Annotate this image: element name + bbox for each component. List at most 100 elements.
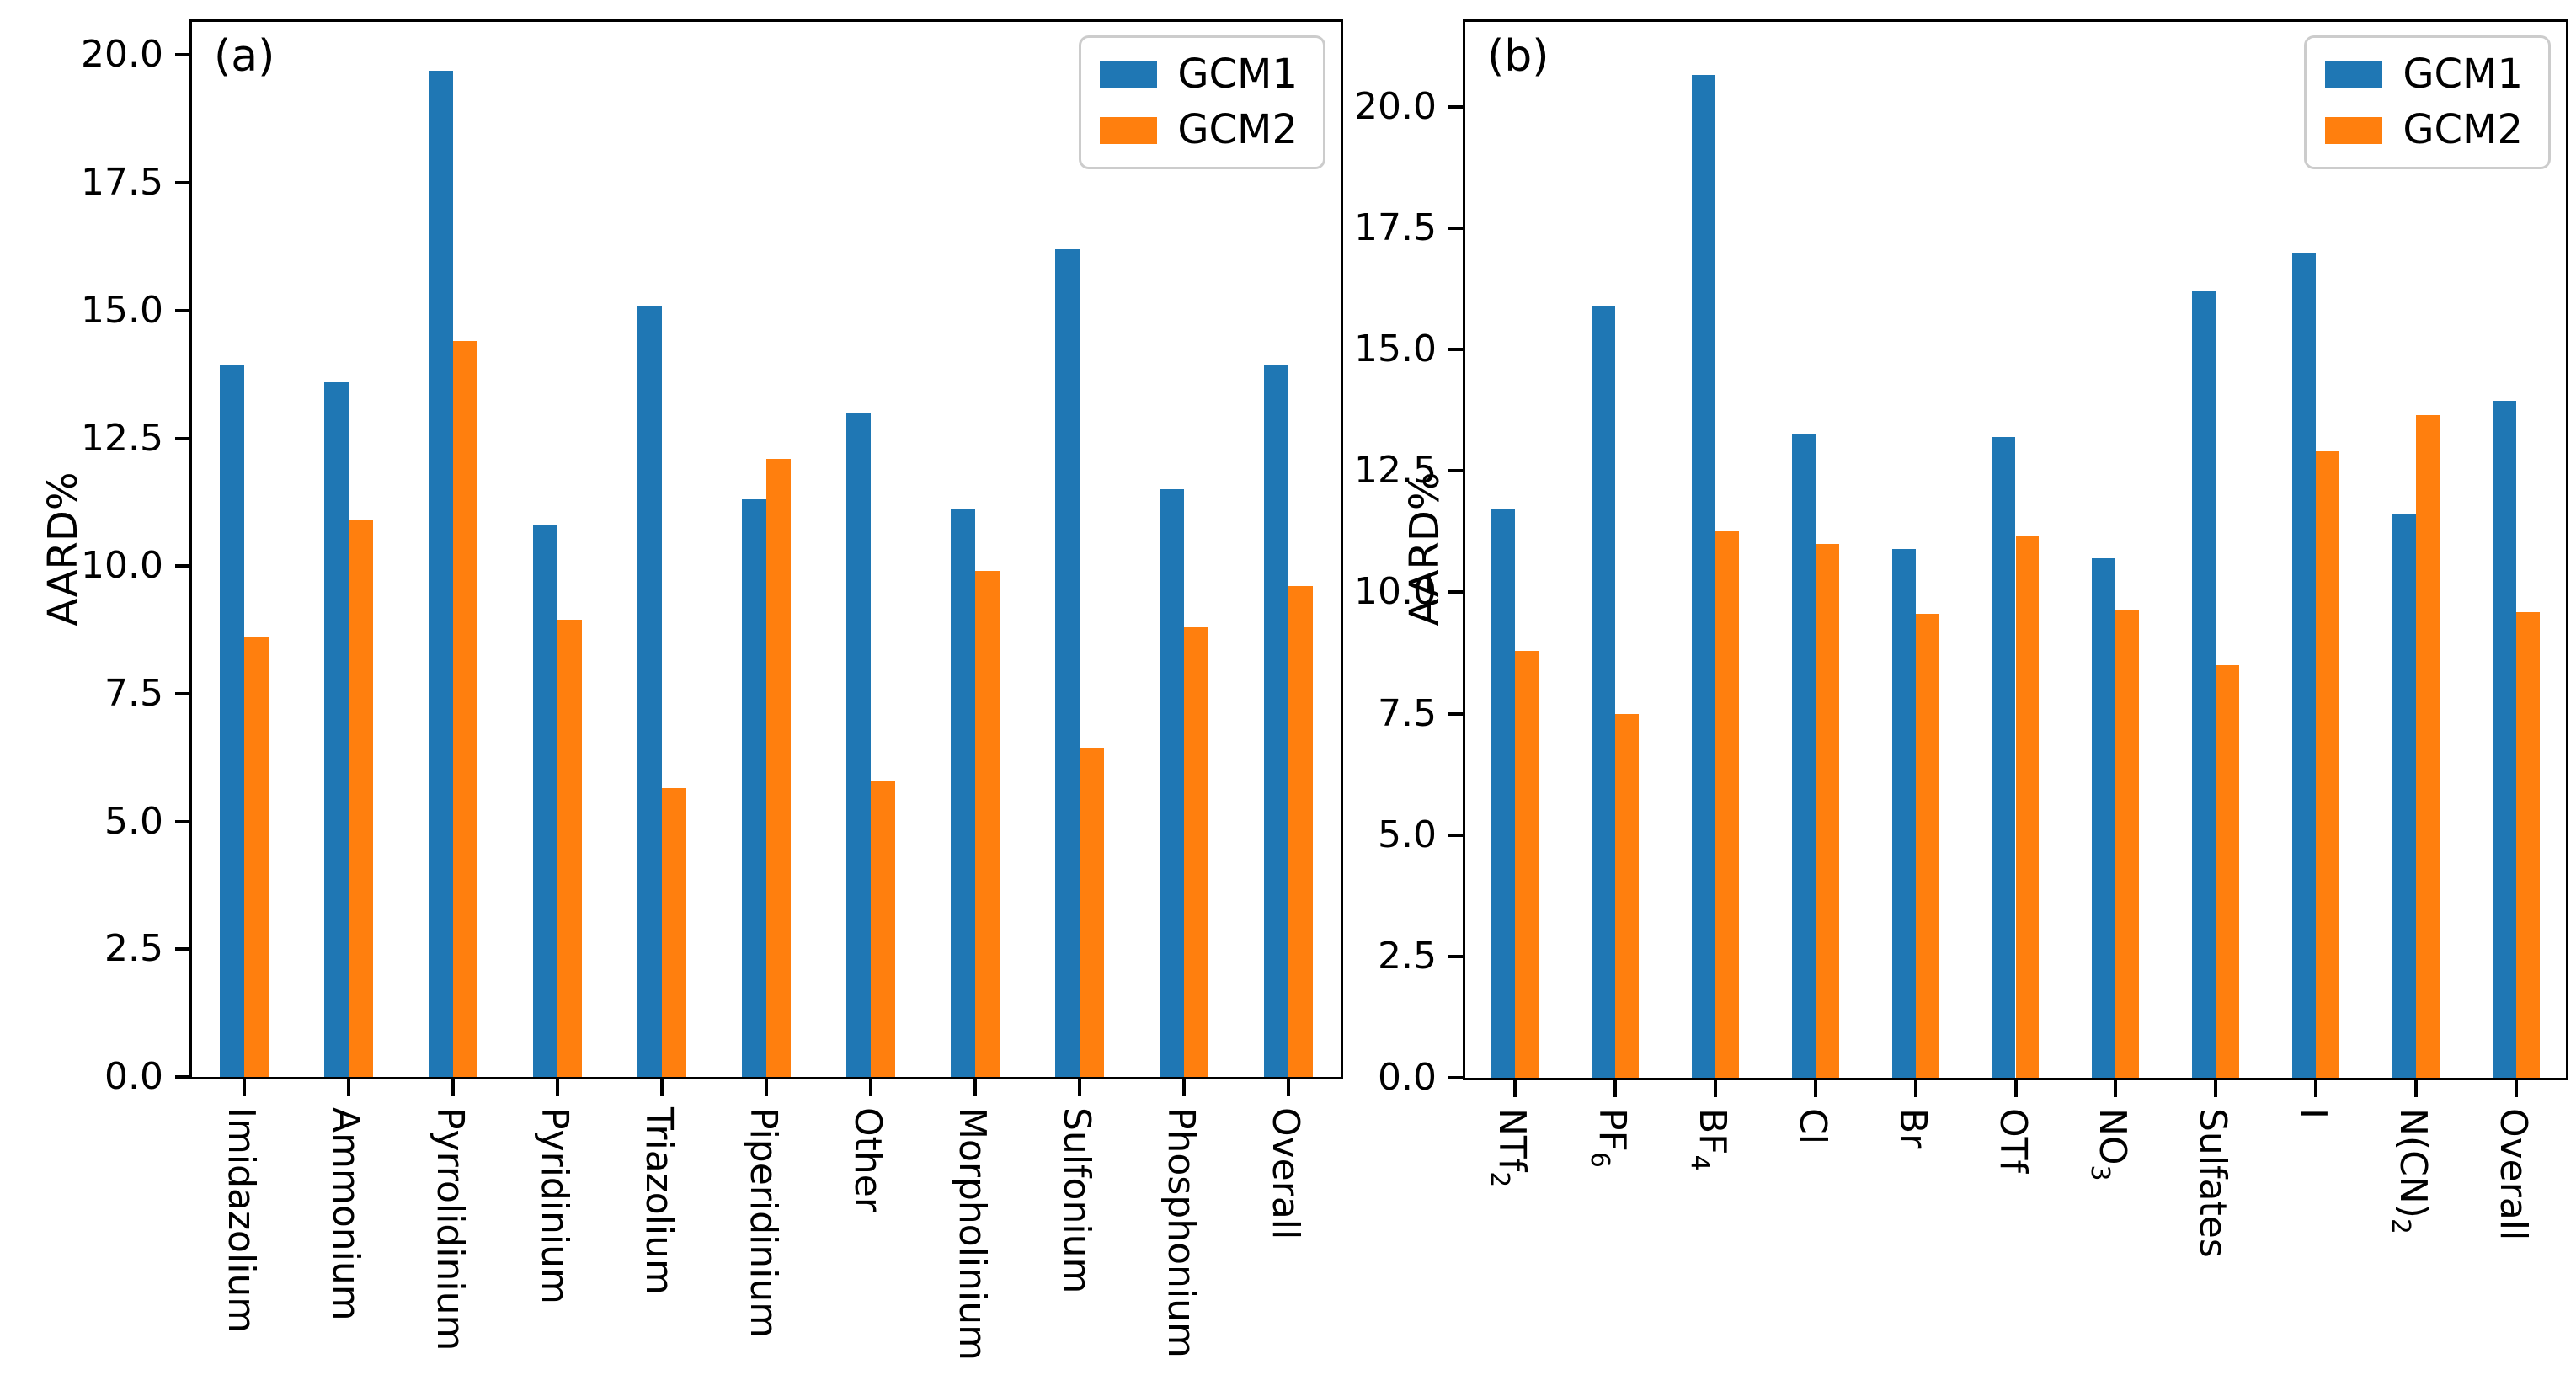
bar-gcm1-bf4 (1692, 75, 1716, 1078)
x-tick-mark (1913, 1080, 1917, 1097)
x-tick-label: Ammonium (324, 1107, 367, 1321)
x-tick-label: BF4 (1685, 1108, 1735, 1171)
bar-gcm1-ncn2 (2392, 514, 2416, 1078)
legend-label-gcm1: GCM1 (2403, 51, 2523, 98)
bar-gcm2-phosphonium (1184, 627, 1209, 1077)
bar-gcm2-overall (1288, 586, 1314, 1077)
bar-gcm2-pyrrolidinium (453, 341, 478, 1077)
bar-gcm2-br (1915, 614, 1939, 1078)
legend-item-gcm1: GCM1 (2325, 53, 2523, 95)
x-tick-label: PF6 (1585, 1108, 1635, 1168)
legend-a: GCM1 GCM2 (1079, 35, 1325, 169)
x-tick-mark (2214, 1080, 2218, 1097)
y-tick-label: 10.0 (81, 544, 163, 588)
x-tick-mark (2514, 1080, 2518, 1097)
bar-gcm2-morpholinium (975, 571, 1000, 1077)
legend-swatch-gcm2 (2325, 116, 2383, 144)
x-tick-label: Overall (2491, 1108, 2535, 1241)
bar-gcm2-ammonium (349, 520, 374, 1077)
x-tick-label: Triazolium (637, 1107, 680, 1295)
legend-swatch-gcm1 (2325, 61, 2383, 88)
legend-swatch-gcm1 (1100, 61, 1158, 88)
bar-gcm2-ntf2 (1515, 650, 1539, 1078)
x-tick-mark (660, 1079, 664, 1096)
y-tick-mark (175, 181, 192, 185)
panel-letter-b: (b) (1487, 31, 1549, 82)
bar-gcm1-ammonium (323, 381, 349, 1077)
x-tick-label: OTf (1991, 1108, 2035, 1173)
y-tick-label: 0.0 (104, 1055, 163, 1098)
x-tick-mark (1078, 1079, 1081, 1096)
y-tick-label: 7.5 (104, 671, 163, 715)
x-tick-label: Br (1891, 1108, 1934, 1149)
x-tick-label: Other (846, 1107, 889, 1212)
y-tick-mark (1448, 469, 1465, 473)
y-tick-label: 17.5 (81, 161, 163, 205)
x-tick-label: NTf2 (1485, 1108, 1534, 1188)
legend-item-gcm1: GCM1 (1100, 53, 1298, 95)
y-tick-mark (1448, 1076, 1465, 1079)
bar-gcm1-cl (1791, 434, 1816, 1078)
y-tick-mark (175, 564, 192, 568)
x-tick-label: Sulfonium (1055, 1107, 1098, 1294)
y-tick-mark (175, 53, 192, 57)
bar-gcm2-triazolium (662, 788, 687, 1077)
y-tick-mark (175, 691, 192, 695)
x-tick-mark (556, 1079, 559, 1096)
x-tick-mark (2114, 1080, 2118, 1097)
bar-gcm1-br (1891, 548, 1916, 1078)
y-tick-label: 12.5 (1354, 449, 1437, 493)
y-tick-mark (175, 308, 192, 312)
y-tick-mark (1448, 833, 1465, 837)
x-tick-label: Cl (1790, 1108, 1834, 1144)
x-tick-label: I (2291, 1108, 2334, 1119)
y-tick-label: 7.5 (1378, 691, 1437, 735)
x-tick-mark (1714, 1080, 1718, 1097)
y-tick-mark (1448, 711, 1465, 716)
bar-gcm1-otf (1992, 436, 2016, 1078)
y-tick-label: 10.0 (1354, 570, 1437, 614)
bar-gcm1-i (2292, 252, 2316, 1078)
y-tick-label: 5.0 (1378, 813, 1437, 856)
bar-gcm2-imidazolium (244, 637, 269, 1077)
y-tick-mark (1448, 227, 1465, 231)
y-tick-label: 15.0 (1354, 328, 1437, 371)
x-tick-mark (1813, 1080, 1817, 1097)
legend-item-gcm2: GCM2 (1100, 109, 1298, 152)
bar-gcm2-other (871, 781, 896, 1077)
panel-letter-a: (a) (214, 31, 275, 82)
bar-gcm2-sulfonium (1080, 747, 1105, 1077)
bar-gcm2-overall (2515, 611, 2540, 1078)
x-tick-mark (1287, 1079, 1290, 1096)
x-tick-mark (2013, 1080, 2018, 1097)
legend-label-gcm2: GCM2 (2403, 106, 2523, 154)
legend-label-gcm1: GCM1 (1177, 51, 1298, 98)
x-tick-mark (2313, 1080, 2317, 1097)
panel-a: AARD% (a) GCM1 GCM2 0.0 2.5 5.0 7.5 10.0 12.5… (40, 19, 1343, 1361)
y-tick-mark (1448, 104, 1465, 109)
x-tick-mark (1182, 1079, 1186, 1096)
x-tick-label: NO3 (2085, 1108, 2135, 1181)
x-tick-label: Imidazolium (220, 1107, 263, 1334)
x-tick-mark (451, 1079, 455, 1096)
y-tick-label: 12.5 (81, 416, 163, 460)
x-tick-label: Pyrrolidinium (429, 1107, 472, 1351)
x-tick-label: Sulfates (2191, 1108, 2235, 1258)
panel-b: AARD% (b) GCM1 GCM2 0.0 2.5 5.0 7.5 10.0 12.5… (1354, 0, 2576, 1375)
bar-gcm1-ntf2 (1491, 509, 1516, 1078)
x-tick-mark (347, 1079, 350, 1096)
y-tick-mark (1448, 590, 1465, 594)
legend-b: GCM1 GCM2 (2304, 35, 2551, 169)
bar-gcm1-triazolium (637, 305, 662, 1077)
y-tick-label: 5.0 (104, 799, 163, 843)
bar-gcm2-i (2315, 451, 2339, 1078)
y-tick-label: 15.0 (81, 288, 163, 332)
x-tick-label: Overall (1264, 1107, 1307, 1240)
bar-gcm1-sulfonium (1054, 249, 1080, 1077)
y-tick-mark (1448, 954, 1465, 958)
legend-item-gcm2: GCM2 (2325, 106, 2523, 154)
y-tick-mark (175, 819, 192, 823)
bar-gcm1-no3 (2092, 558, 2116, 1078)
bar-gcm2-ncn2 (2415, 415, 2440, 1078)
